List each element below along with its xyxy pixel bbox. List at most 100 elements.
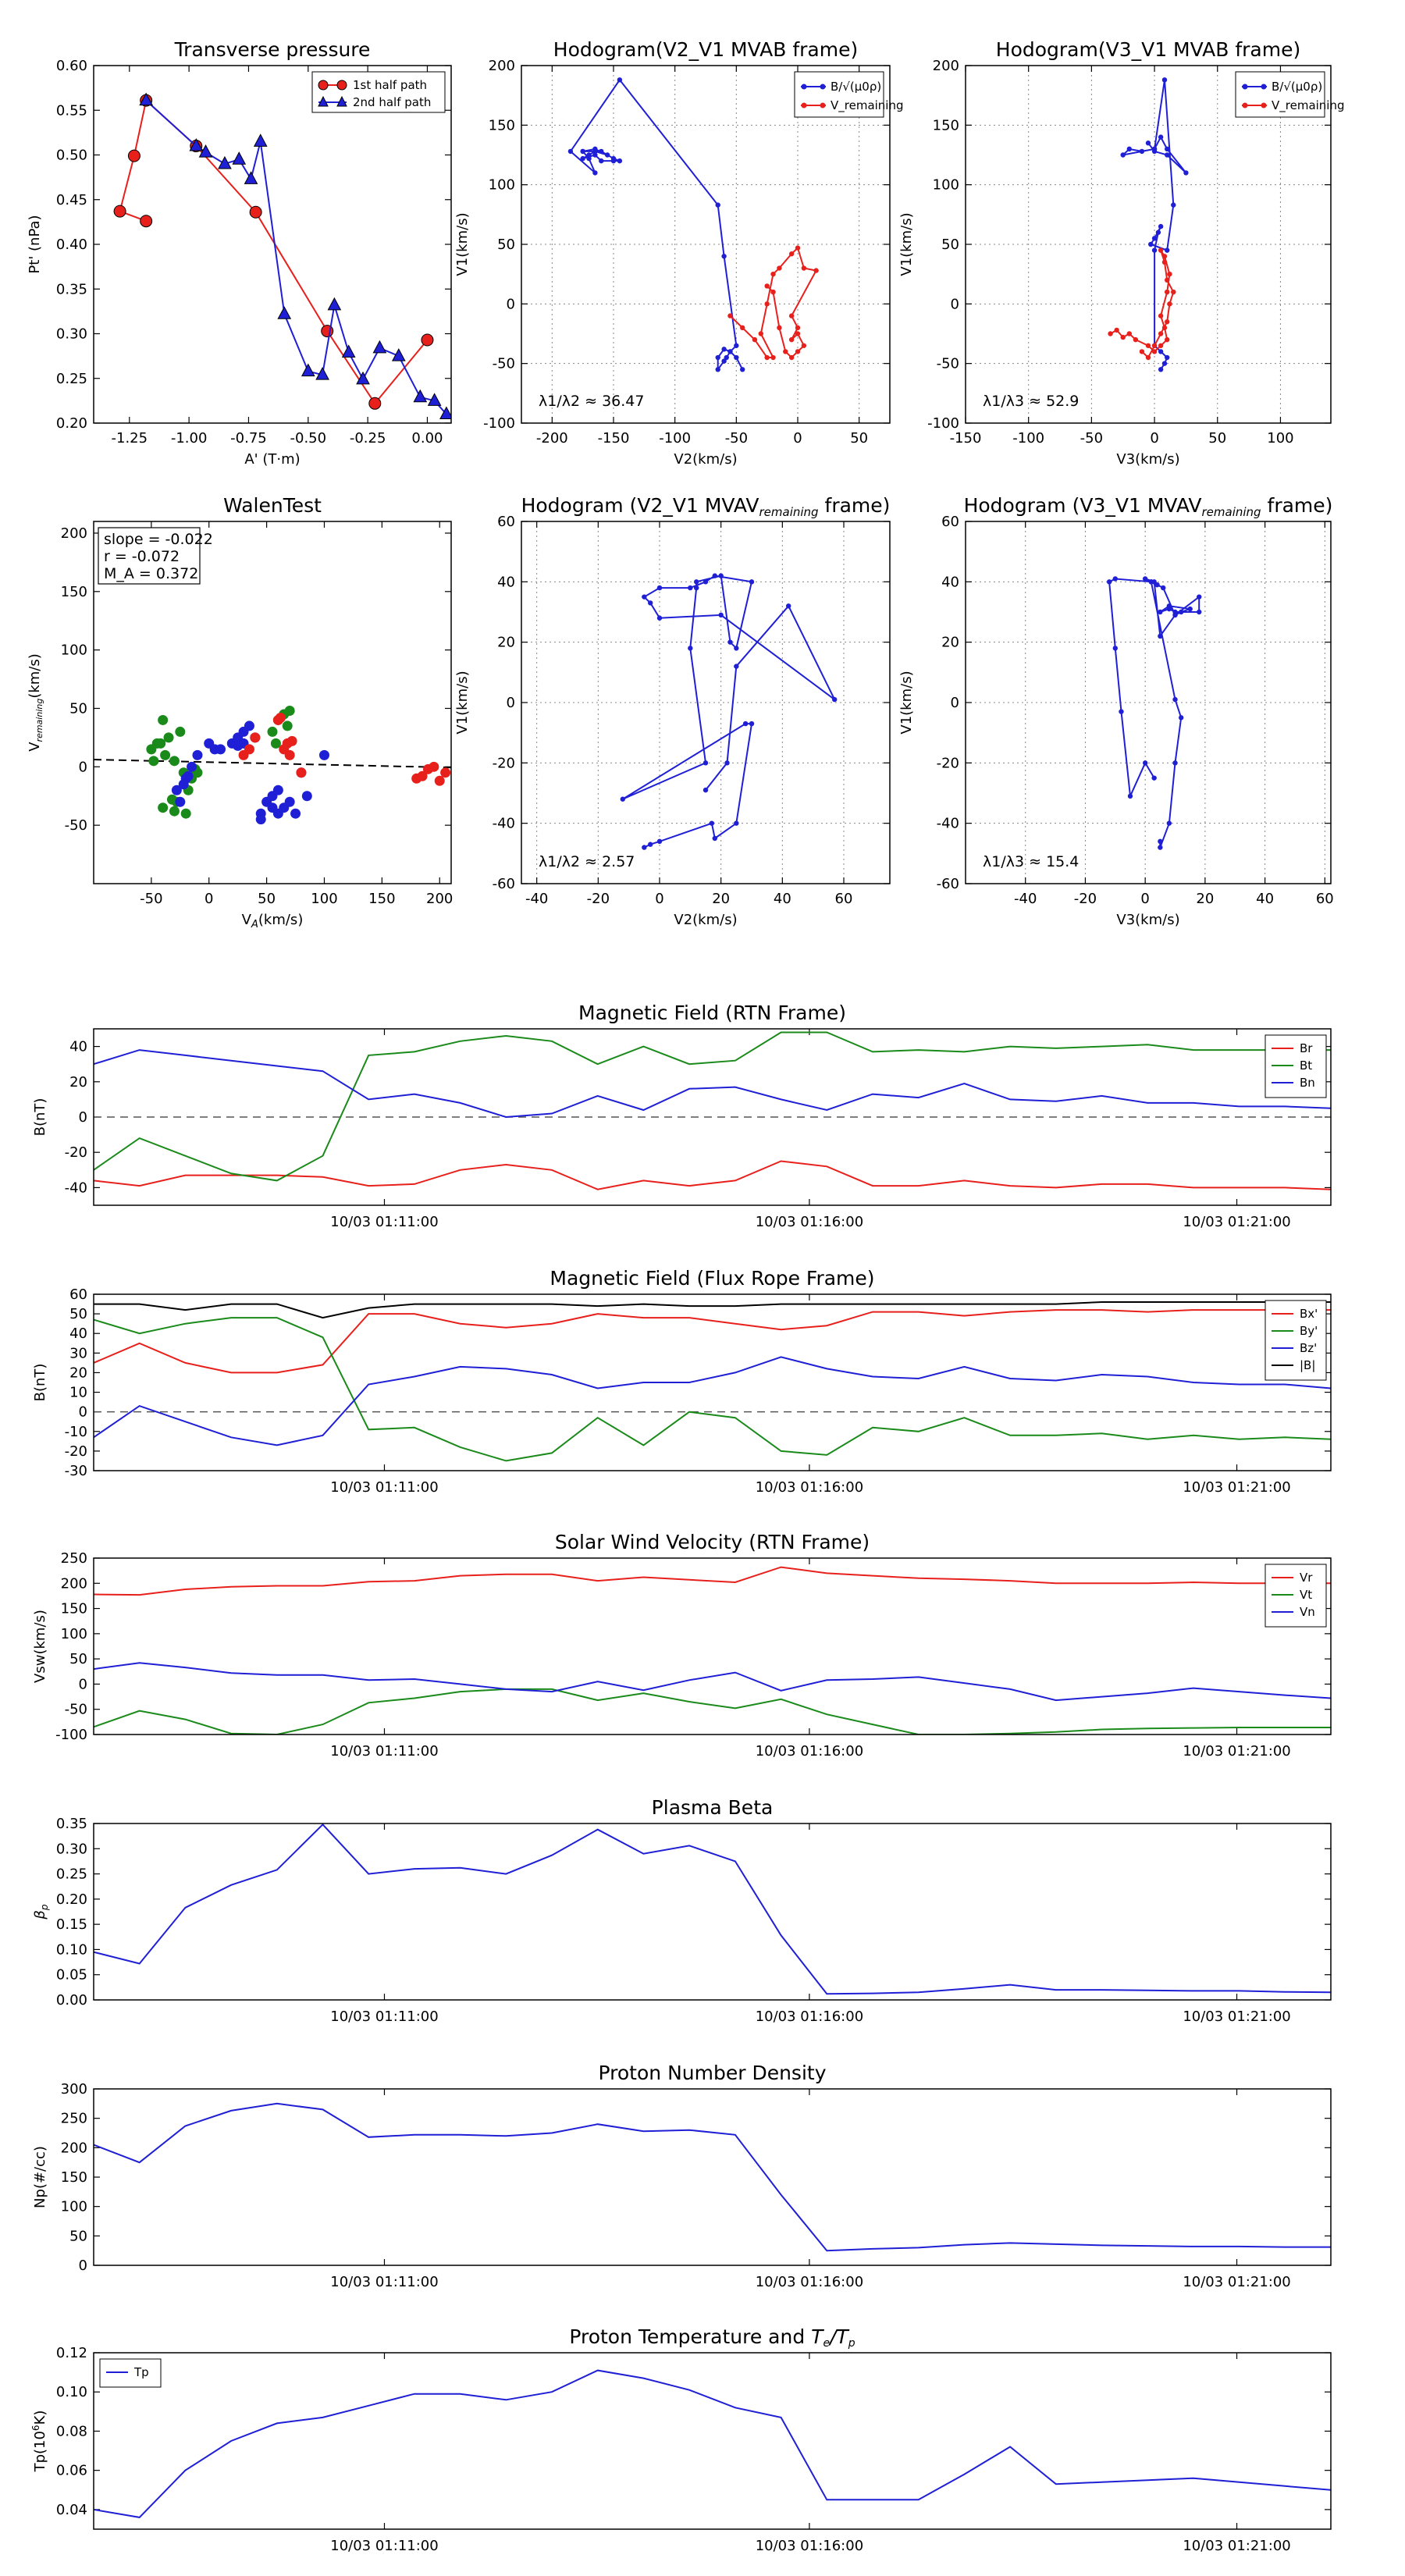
hodo_v2v1_mvab-point: [777, 265, 782, 271]
hodo_v3v1_mvab-point: [1151, 343, 1158, 348]
hodo_v2v1_mvav-point: [724, 760, 730, 766]
transverse_pressure-ytick-label: 0.55: [56, 102, 87, 119]
walen_test-point: [180, 808, 191, 819]
hodo_v2v1_mvab-ytick-label: 150: [489, 117, 515, 133]
proton_density-axes-frame: [93, 2088, 1332, 2266]
transverse_pressure-series-0-line: [119, 98, 429, 405]
hodo_v3v1_mvab-ytick-label: -100: [927, 415, 959, 432]
plasma_beta-xtick-label: 10/03 01:21:00: [1183, 2008, 1290, 2025]
hodo_v3v1_mvab-ratio-annotation: λ1/λ3 ≈ 52.9: [983, 393, 1079, 410]
walen_test-point: [250, 732, 261, 743]
walen_test-point: [270, 738, 281, 749]
plasma_beta-ytick-label: 0.20: [56, 1891, 87, 1908]
mag_fluxrope-title: Magnetic Field (Flux Rope Frame): [550, 1267, 874, 1290]
walen_test-point: [301, 791, 312, 802]
hodo_v2v1_mvav-series-0-line: [622, 575, 836, 849]
proton_density-xtick-label: 10/03 01:21:00: [1183, 2274, 1290, 2290]
walen_test-point: [146, 744, 157, 755]
mag_fluxrope-ytick-label: -30: [65, 1463, 87, 1479]
hodo_v3v1_mvav-point: [1106, 579, 1112, 585]
mag_rtn-ytick-label: 20: [69, 1074, 87, 1091]
sw_velocity-xtick-label: 10/03 01:11:00: [330, 1743, 438, 1759]
hodo_v3v1_mvab-point: [1158, 367, 1164, 372]
plasma_beta-ytick-label: 0.05: [56, 1967, 87, 1984]
hodo_v2v1_mvav-ytick-label: 0: [507, 695, 515, 711]
hodo_v2v1_mvav-axes-frame: [521, 521, 891, 884]
mag_rtn-plot-area: [94, 1031, 1331, 1190]
proton_density-plot-area: [94, 2102, 1331, 2252]
hodo_v2v1_mvab-point: [721, 347, 727, 352]
hodo_v3v1_mvav-point: [1166, 820, 1172, 826]
hodo_v2v1_mvav-ytick-label: -60: [493, 876, 515, 892]
proton_temp-ytick-label: 0.10: [56, 2384, 87, 2400]
proton_density-ytick-label: 100: [61, 2199, 87, 2215]
transverse_pressure-point: [113, 205, 126, 218]
proton_density-ytick-label: 300: [61, 2081, 87, 2097]
mag_rtn-legend-label: Br: [1300, 1041, 1313, 1055]
sw_velocity-ytick-label: 50: [69, 1651, 87, 1667]
mag_rtn-xtick-label: 10/03 01:11:00: [330, 1214, 438, 1230]
mag_rtn-legend-label: Bn: [1300, 1076, 1315, 1090]
hodo_v3v1_mvab-legend-label: B/√(μ0ρ): [1272, 80, 1322, 94]
hodo_v3v1_mvab-xtick-label: 50: [1208, 430, 1226, 447]
hodo_v3v1_mvab-xtick-label: -100: [1012, 430, 1044, 447]
hodo_v3v1_mvab-legend-marker: [1261, 102, 1267, 109]
transverse_pressure-title: Transverse pressure: [174, 38, 371, 61]
transverse_pressure-point: [439, 406, 451, 420]
proton_density-title: Proton Number Density: [599, 2062, 827, 2084]
proton_temp-plot-area: [94, 2369, 1331, 2518]
hodo_v3v1_mvab-point: [1151, 148, 1158, 155]
hodo_v3v1_mvab-xlabel: V3(km/s): [1116, 451, 1179, 468]
proton_density-xtick-label: 10/03 01:11:00: [330, 2274, 438, 2290]
mag_fluxrope-ytick-label: -20: [65, 1443, 87, 1460]
hodo_v3v1_mvab-legend-label: V_remaining: [1272, 98, 1345, 113]
hodo_v3v1_mvab-title: Hodogram(V3_V1 MVAB frame): [996, 38, 1300, 61]
hodo_v3v1_mvav-ytick-label: -20: [937, 755, 959, 771]
proton_density-ytick-label: 0: [79, 2258, 87, 2274]
hodo_v3v1_mvab-point: [1126, 331, 1132, 336]
hodo_v2v1_mvab-ytick-label: -100: [483, 415, 515, 432]
hodo_v3v1_mvab-point: [1165, 336, 1170, 343]
walen_test-stat-line: r = -0.072: [104, 548, 180, 565]
hodo_v2v1_mvab-ytick-label: 100: [489, 177, 515, 194]
hodo_v2v1_mvab-point: [788, 336, 795, 343]
hodo_v3v1_mvab-point: [1165, 152, 1170, 158]
mag_fluxrope-series-|B|-line: [94, 1301, 1331, 1319]
hodo_v3v1_mvab-xtick-label: -50: [1080, 430, 1103, 447]
walen_test-xtick-label: 200: [426, 891, 453, 907]
hodo_v3v1_mvab-ytick-label: 50: [941, 237, 959, 253]
proton_temp-xtick-label: 10/03 01:21:00: [1183, 2538, 1290, 2554]
proton_temp-axes-frame: [93, 2352, 1332, 2530]
walen_test-ytick-label: 50: [69, 700, 87, 717]
hodo_v3v1_mvab-point: [1139, 148, 1145, 155]
plasma_beta-ytick-label: 0.30: [56, 1841, 87, 1857]
transverse_pressure-plot-area: [113, 92, 451, 420]
hodo_v3v1_mvav-point: [1160, 585, 1166, 591]
mag_fluxrope-series-Bz'-line: [94, 1356, 1331, 1446]
mag_fluxrope-ylabel: B(nT): [32, 1364, 48, 1402]
hodo_v2v1_mvab-point: [586, 155, 592, 162]
hodo_v3v1_mvav-ytick-label: -60: [937, 876, 959, 892]
walen_test-point: [272, 808, 283, 819]
proton_density-ytick-label: 50: [69, 2228, 87, 2244]
hodo_v2v1_mvab-point: [752, 336, 758, 343]
hodo_v2v1_mvav-point: [688, 646, 693, 651]
hodo_v3v1_mvab-point: [1139, 349, 1145, 354]
sw_velocity-series-Vn-line: [94, 1662, 1331, 1702]
hodo_v2v1_mvav-point: [734, 820, 739, 826]
proton_temp-ylabel: Tp(106K): [30, 2411, 48, 2473]
walen_test-point: [318, 749, 329, 760]
hodo_v3v1_mvav-point: [1178, 609, 1184, 615]
mag_fluxrope-ytick-label: 0: [79, 1404, 87, 1421]
hodo_v2v1_mvab-point: [788, 313, 795, 318]
hodo_v3v1_mvab-point: [1145, 343, 1151, 348]
hodo_v2v1_mvav-point: [702, 760, 709, 766]
plasma_beta-ytick-label: 0.35: [56, 1816, 87, 1832]
hodo_v3v1_mvav-ratio-annotation: λ1/λ3 ≈ 15.4: [983, 853, 1079, 870]
hodo_v2v1_mvav-xlabel: V2(km/s): [674, 912, 737, 928]
hodo_v2v1_mvab-legend-label: B/√(μ0ρ): [831, 80, 881, 94]
hodo_v3v1_mvav-plot-area: [1106, 576, 1202, 850]
plasma_beta-xtick-label: 10/03 01:16:00: [756, 2008, 863, 2025]
hodo_v2v1_mvab-point: [727, 349, 733, 354]
